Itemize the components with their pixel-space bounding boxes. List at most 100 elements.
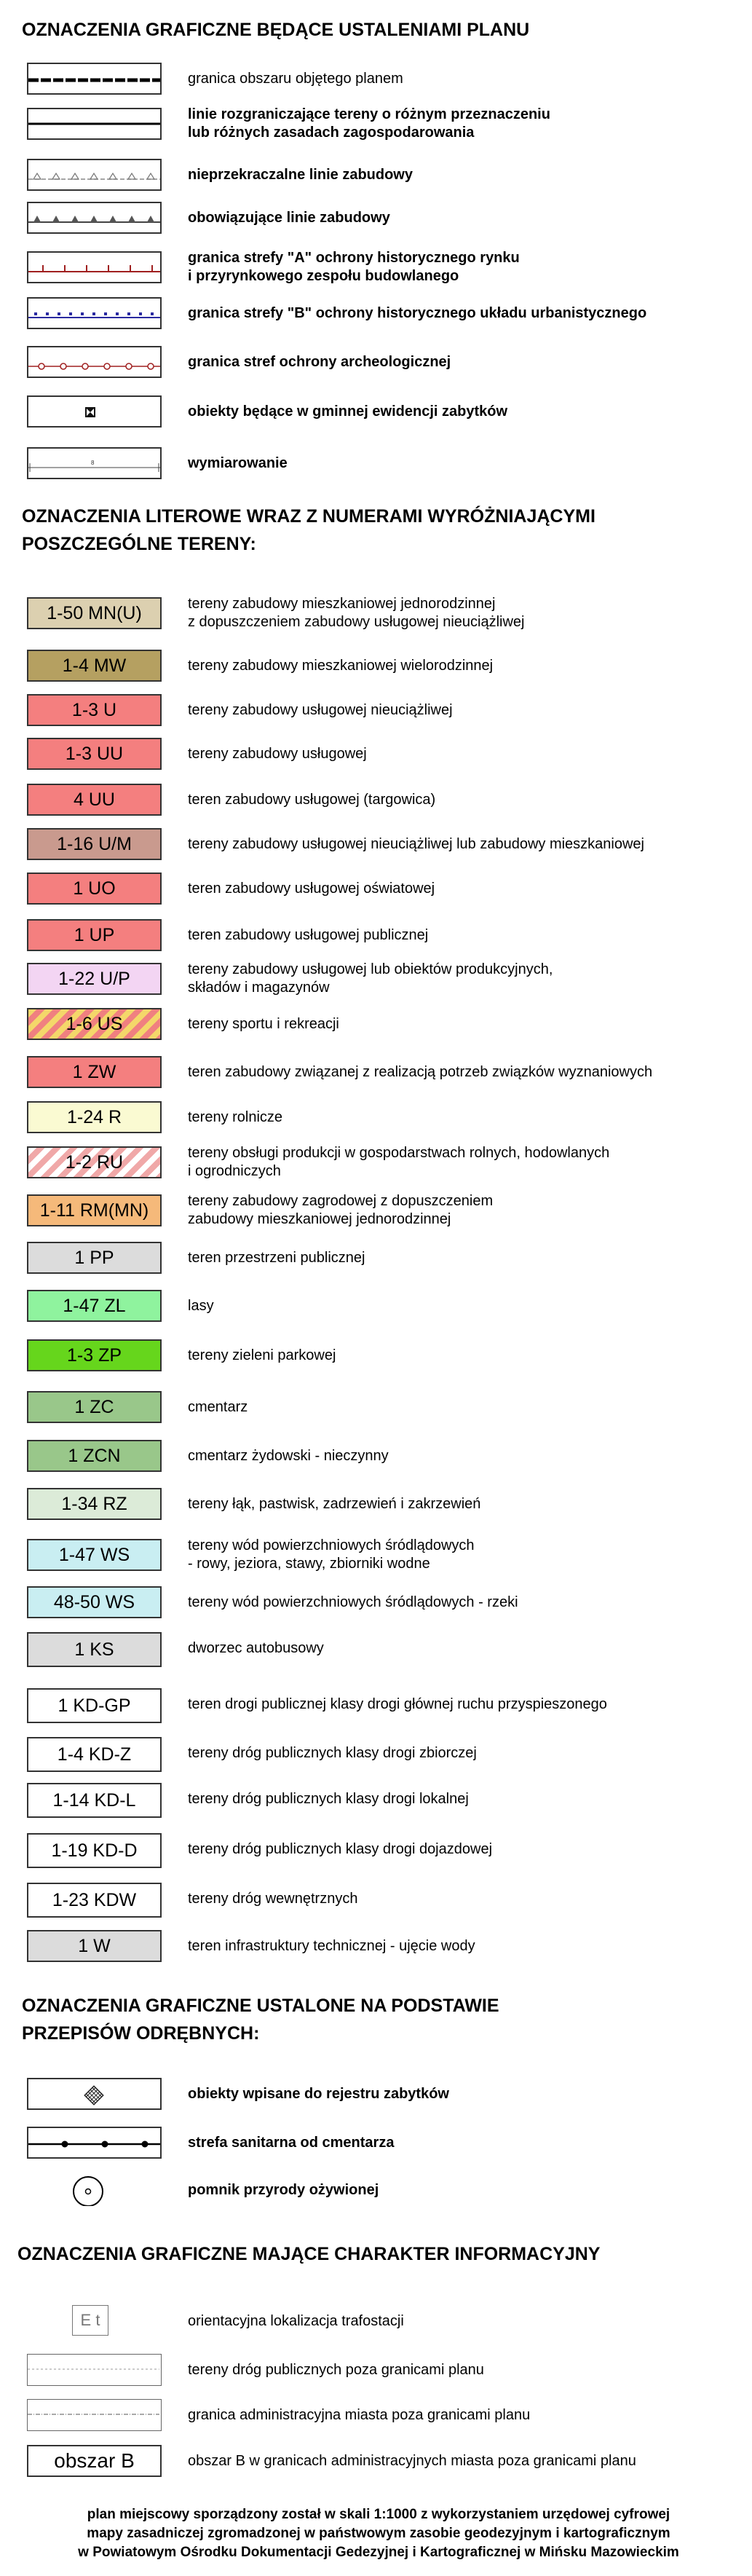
land-use-swatch: 1-23 KDW: [27, 1883, 162, 1918]
description-line: tereny zabudowy mieszkaniowej jednorodzi…: [188, 596, 496, 612]
nature-monument-icon: [27, 2174, 162, 2206]
land-use-code: 1-24 R: [66, 1106, 122, 1127]
land-use-code: 1-34 RZ: [61, 1493, 127, 1514]
land-use-code: 1 KS: [74, 1639, 114, 1660]
section-1-title: OZNACZENIA GRAFICZNE BĘDĄCE USTALENIAMI …: [22, 20, 530, 40]
description-line: nieprzekraczalne linie zabudowy: [188, 166, 413, 183]
land-use-swatch: 1-3 ZP: [27, 1339, 162, 1371]
legend-description: granica stref ochrony archeologicznej: [188, 353, 451, 371]
description-line: zabudowy mieszkaniowej jednorodzinnej: [188, 1211, 451, 1227]
plan-footnote: plan miejscowy sporządzony został w skal…: [29, 2505, 728, 2562]
legend-description: nieprzekraczalne linie zabudowy: [188, 166, 413, 184]
land-use-code: 1 PP: [74, 1247, 114, 1268]
land-use-swatch: 1-16 U/M: [27, 828, 162, 860]
land-use-swatch: 1-11 RM(MN): [27, 1194, 162, 1226]
land-use-description: teren infrastruktury technicznej - ujęci…: [188, 1937, 475, 1955]
legend-description: linie rozgraniczające tereny o różnym pr…: [188, 106, 550, 142]
land-use-code: 1-3 ZP: [66, 1344, 122, 1366]
area-b-label: obszar B: [54, 2449, 135, 2472]
land-use-swatch: 1 KS: [27, 1632, 162, 1667]
land-use-description: tereny zabudowy usługowej nieuciążliwej …: [188, 835, 644, 854]
section-3-title-line: OZNACZENIA GRAFICZNE USTALONE NA PODSTAW…: [22, 1996, 499, 2016]
land-use-code: 1-4 MW: [62, 655, 127, 676]
land-use-swatch: 1-4 MW: [27, 650, 162, 682]
land-use-code: 1-23 KDW: [52, 1889, 137, 1910]
legend-description: pomnik przyrody ożywionej: [188, 2181, 379, 2199]
land-use-swatch: 48-50 WS: [27, 1586, 162, 1618]
description-line: granica strefy "B" ochrony historycznego…: [188, 304, 647, 321]
land-use-swatch: 1 ZW: [27, 1056, 162, 1088]
land-use-description: dworzec autobusowy: [188, 1639, 324, 1658]
dividing-line-icon: [27, 108, 162, 140]
land-use-code: 1 W: [78, 1935, 111, 1956]
land-use-code: 1 ZW: [72, 1061, 116, 1082]
legend-description: wymiarowanie: [188, 454, 288, 473]
svg-text:8: 8: [91, 460, 95, 466]
land-use-swatch: 1-47 WS: [27, 1539, 162, 1571]
non-exceedable-building-line-icon: [27, 159, 162, 191]
land-use-description: tereny zabudowy mieszkaniowej wielorodzi…: [188, 657, 493, 675]
section-4-title: OZNACZENIA GRAFICZNE MAJĄCE CHARAKTER IN…: [17, 2244, 601, 2264]
land-use-description: tereny łąk, pastwisk, zadrzewień i zakrz…: [188, 1495, 480, 1513]
description-line: dworzec autobusowy: [188, 1639, 324, 1656]
land-use-description: teren przestrzeni publicznej: [188, 1249, 365, 1267]
description-line: tereny łąk, pastwisk, zadrzewień i zakrz…: [188, 1495, 481, 1512]
legend-description: tereny dróg publicznych poza granicami p…: [188, 2361, 484, 2379]
land-use-swatch: 1 W: [27, 1930, 162, 1962]
description-line: teren infrastruktury technicznej - ujęci…: [188, 1937, 475, 1954]
description-line: lasy: [188, 1297, 214, 1314]
land-use-description: tereny zieleni parkowej: [188, 1347, 336, 1365]
land-use-swatch: 1-22 U/P: [27, 963, 162, 995]
description-line: teren drogi publicznej klasy drogi główn…: [188, 1695, 607, 1712]
land-use-code: 1-4 KD-Z: [57, 1744, 132, 1765]
description-line: tereny wód powierzchniowych śródlądowych: [188, 1537, 475, 1553]
land-use-description: tereny zabudowy usługowej nieuciążliwej: [188, 701, 453, 720]
land-use-code: 1-50 MN(U): [47, 602, 142, 623]
transformer-symbol-text: E t: [80, 2311, 100, 2329]
description-line: tereny zabudowy usługowej nieuciążliwej: [188, 701, 453, 718]
land-use-code: 1-22 U/P: [58, 968, 130, 989]
land-use-code: 4 UU: [74, 789, 115, 810]
legend-description: granica strefy "B" ochrony historycznego…: [188, 304, 646, 323]
land-use-description: teren zabudowy usługowej (targowica): [188, 791, 435, 809]
footnote-line: w Powiatowym Ośrodku Dokumentacji Gedezy…: [78, 2545, 679, 2560]
description-line: obiekty będące w gminnej ewidencji zabyt…: [188, 403, 508, 420]
land-use-description: tereny wód powierzchniowych śródlądowych…: [188, 1537, 475, 1573]
description-line: tereny dróg publicznych poza granicami p…: [188, 2362, 484, 2378]
land-use-swatch: 1 ZC: [27, 1391, 162, 1423]
section-3-title: OZNACZENIA GRAFICZNE USTALONE NA PODSTAW…: [22, 1992, 499, 2047]
land-use-swatch: 1-19 KD-D: [27, 1833, 162, 1868]
plan-boundary-line-icon: [27, 63, 162, 95]
land-use-description: tereny rolnicze: [188, 1108, 282, 1127]
legend-description: obiekty wpisane do rejestru zabytków: [188, 2085, 449, 2103]
description-line: tereny zabudowy mieszkaniowej wielorodzi…: [188, 657, 494, 674]
description-line: orientacyjna lokalizacja trafostacji: [188, 2313, 404, 2329]
description-line: tereny dróg wewnętrznych: [188, 1890, 358, 1907]
land-use-code: 1-16 U/M: [57, 833, 132, 854]
municipal-monument-record-icon: [27, 395, 162, 428]
land-use-description: tereny dróg wewnętrznych: [188, 1890, 357, 1908]
land-use-description: teren drogi publicznej klasy drogi główn…: [188, 1695, 607, 1714]
section-2-title: OZNACZENIA LITEROWE WRAZ Z NUMERAMI WYRÓ…: [22, 503, 595, 558]
section-3-title-line: PRZEPISÓW ODRĘBNYCH:: [22, 2023, 260, 2044]
land-use-code: 1-3 U: [71, 699, 117, 720]
roads-outside-plan-icon: [27, 2354, 162, 2386]
legend-description: obiekty będące w gminnej ewidencji zabyt…: [188, 403, 507, 421]
land-use-code: 1-47 ZL: [63, 1295, 126, 1316]
archaeology-zone-boundary-icon: [27, 346, 162, 378]
land-use-description: cmentarz: [188, 1398, 248, 1417]
land-use-code: 1 ZC: [74, 1396, 114, 1417]
description-line: linie rozgraniczające tereny o różnym pr…: [188, 106, 550, 122]
description-line: cmentarz: [188, 1398, 248, 1415]
land-use-swatch: 4 UU: [27, 784, 162, 816]
description-line: lub różnych zasadach zagospodarowania: [188, 125, 475, 141]
footnote-line: plan miejscowy sporządzony został w skal…: [87, 2507, 670, 2522]
description-line: teren zabudowy związanej z realizacją po…: [188, 1063, 653, 1080]
description-line: tereny rolnicze: [188, 1108, 283, 1125]
land-use-swatch: 1 ZCN: [27, 1440, 162, 1472]
description-line: i ogrodniczych: [188, 1163, 281, 1179]
legend-description: granica obszaru objętego planem: [188, 70, 403, 88]
land-use-description: teren zabudowy usługowej oświatowej: [188, 880, 435, 898]
land-use-swatch: 1-3 UU: [27, 738, 162, 770]
land-use-description: tereny wód powierzchniowych śródlądowych…: [188, 1594, 518, 1612]
